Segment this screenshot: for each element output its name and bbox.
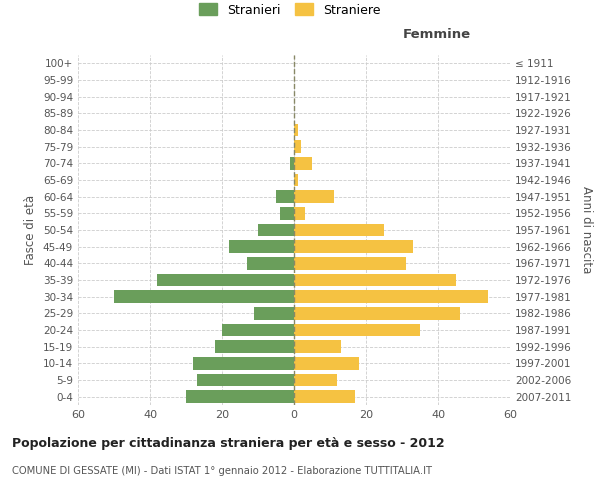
Y-axis label: Fasce di età: Fasce di età (25, 195, 37, 265)
Bar (294, 324, 420, 336)
Bar (276, 190, 294, 203)
Legend: Stranieri, Straniere: Stranieri, Straniere (194, 0, 385, 22)
Bar (294, 290, 488, 303)
Bar (294, 257, 406, 270)
Text: Femmine: Femmine (403, 28, 470, 41)
Bar (197, 374, 294, 386)
Bar (294, 190, 334, 203)
Bar (258, 224, 294, 236)
Bar (157, 274, 294, 286)
Bar (254, 307, 294, 320)
Bar (294, 390, 355, 403)
Bar (294, 240, 413, 253)
Bar (294, 374, 337, 386)
Bar (294, 224, 384, 236)
Bar (294, 340, 341, 353)
Bar (294, 124, 298, 136)
Bar (294, 157, 312, 170)
Bar (294, 140, 301, 153)
Bar (215, 340, 294, 353)
Text: COMUNE DI GESSATE (MI) - Dati ISTAT 1° gennaio 2012 - Elaborazione TUTTITALIA.IT: COMUNE DI GESSATE (MI) - Dati ISTAT 1° g… (12, 466, 432, 476)
Bar (229, 240, 294, 253)
Bar (294, 307, 460, 320)
Bar (290, 157, 294, 170)
Bar (294, 274, 456, 286)
Bar (222, 324, 294, 336)
Bar (294, 207, 305, 220)
Bar (294, 174, 298, 186)
Bar (114, 290, 294, 303)
Bar (193, 357, 294, 370)
Bar (280, 207, 294, 220)
Y-axis label: Anni di nascita: Anni di nascita (580, 186, 593, 274)
Bar (247, 257, 294, 270)
Bar (294, 357, 359, 370)
Text: Popolazione per cittadinanza straniera per età e sesso - 2012: Popolazione per cittadinanza straniera p… (12, 438, 445, 450)
Bar (186, 390, 294, 403)
